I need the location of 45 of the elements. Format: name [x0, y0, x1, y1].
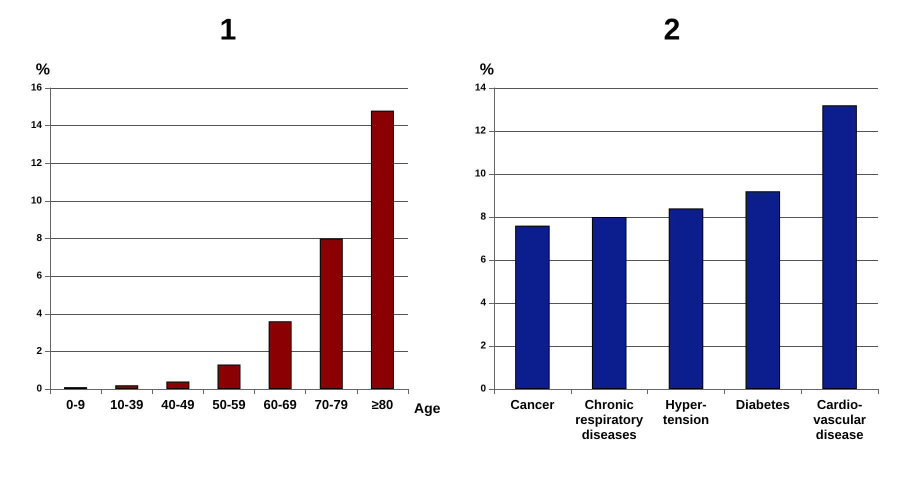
y-tick-label: 6	[36, 270, 42, 282]
x-tick-label: ≥80	[372, 397, 394, 412]
y-tick-label: 8	[36, 233, 42, 244]
chart-title: 1	[220, 14, 236, 46]
bar	[320, 238, 343, 389]
y-axis-title: %	[480, 62, 494, 78]
x-tick-label: 40-49	[161, 397, 194, 412]
x-tick-label: Chronic respiratory diseases	[575, 397, 644, 442]
y-tick-label: 16	[30, 82, 42, 94]
x-tick-label: Diabetes	[736, 397, 790, 412]
x-tick-label: 60-69	[264, 397, 297, 412]
y-tick-label: 6	[480, 254, 486, 266]
bar	[822, 105, 857, 389]
bar	[217, 364, 241, 389]
bar	[592, 217, 626, 389]
bar	[268, 321, 292, 389]
y-tick-label: 4	[36, 308, 42, 320]
x-tick-label: Cancer	[510, 397, 554, 412]
x-tick-label: 0-9	[66, 397, 85, 412]
x-tick-label: Hyper- tension	[662, 397, 710, 427]
y-tick-label: 2	[480, 340, 486, 352]
x-axis-title: Age	[414, 400, 441, 416]
y-tick-label: 12	[30, 158, 42, 169]
y-tick-label: 12	[474, 126, 486, 136]
y-tick-label: 14	[30, 120, 42, 132]
x-tick-label: 50-59	[212, 397, 246, 412]
bar	[370, 110, 394, 389]
bar	[515, 226, 550, 389]
y-tick-label: 0	[480, 384, 486, 394]
bar	[668, 208, 704, 389]
x-tick-label: 70-79	[314, 397, 348, 412]
y-tick-label: 0	[36, 384, 42, 394]
x-tick-label: Cardio- vascular disease	[813, 397, 866, 442]
bar	[166, 381, 190, 389]
y-axis-title: %	[36, 62, 50, 78]
y-tick-label: 8	[480, 212, 486, 222]
y-tick-label: 10	[474, 168, 486, 180]
bar	[115, 385, 138, 389]
chart-title: 2	[664, 14, 680, 46]
y-tick-label: 14	[474, 82, 486, 94]
bar	[746, 191, 780, 389]
y-tick-label: 2	[36, 346, 42, 357]
y-tick-label: 10	[30, 195, 42, 206]
y-tick-label: 4	[480, 298, 486, 308]
x-tick-label: 10-39	[110, 397, 144, 412]
